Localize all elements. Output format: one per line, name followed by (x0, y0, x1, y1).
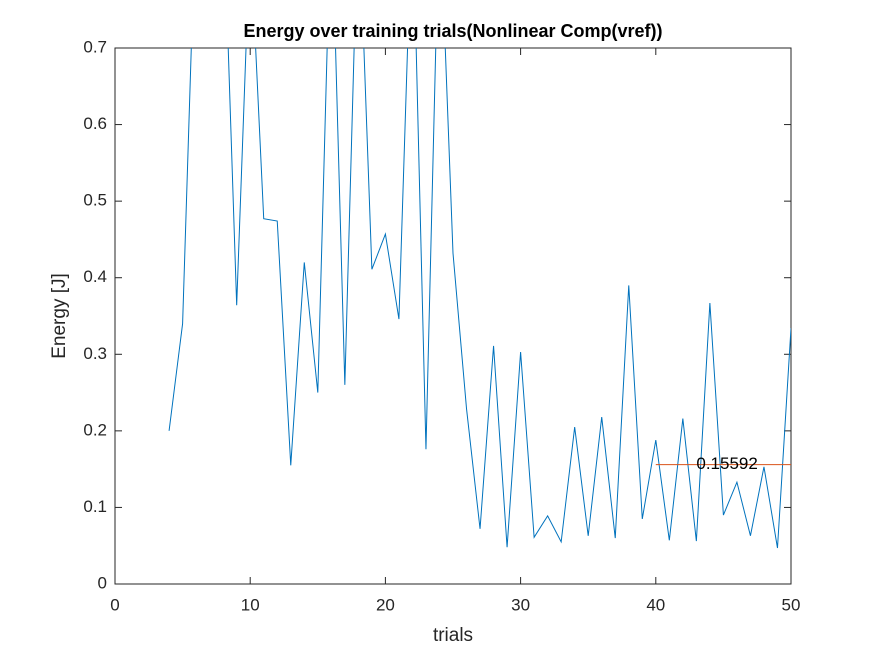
y-tick-label: 0.5 (83, 191, 107, 210)
y-tick-label: 0.3 (83, 344, 107, 363)
x-tick-label: 40 (646, 595, 665, 614)
axes-box (114, 47, 792, 585)
y-tick-label: 0.2 (83, 420, 107, 439)
x-tick-label: 20 (376, 595, 395, 614)
y-tick-label: 0.4 (83, 267, 107, 286)
y-tick-label: 0.6 (83, 114, 107, 133)
y-tick-label: 0 (98, 573, 107, 592)
chart-title: Energy over training trials(Nonlinear Co… (243, 21, 662, 41)
x-tick-label: 10 (241, 595, 260, 614)
x-axis-label: trials (433, 625, 473, 646)
x-tick-label: 30 (511, 595, 530, 614)
x-tick-label: 50 (782, 595, 801, 614)
y-tick-label: 0.1 (83, 497, 107, 516)
y-axis-label: Energy [J] (49, 273, 70, 359)
reference-label: 0.15592 (696, 454, 757, 473)
data-line (168, 48, 791, 549)
x-tick-label: 0 (110, 595, 119, 614)
y-tick-label: 0.7 (83, 37, 107, 56)
